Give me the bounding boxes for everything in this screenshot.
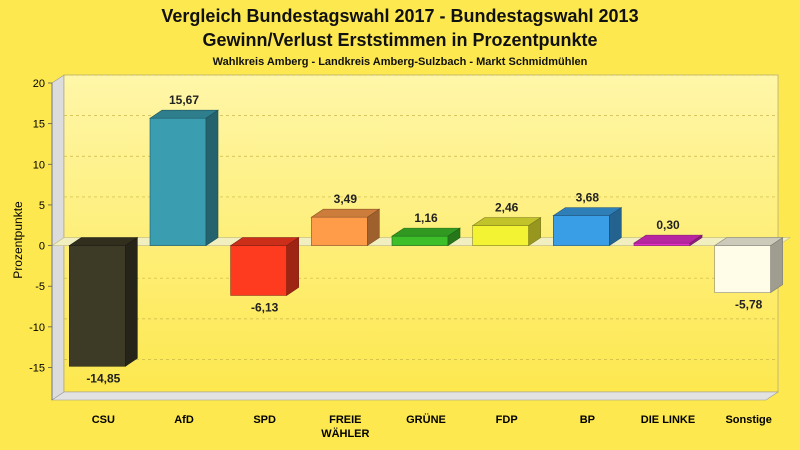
x-tick-label: FDP [496, 414, 518, 426]
y-tick-label: 5 [39, 200, 45, 212]
data-label: -14,85 [86, 371, 120, 385]
data-label: 15,67 [169, 93, 199, 107]
bar[interactable] [714, 245, 771, 293]
x-tick-label: GRÜNE [406, 413, 446, 426]
bar[interactable] [472, 225, 529, 246]
data-label: 3,68 [576, 191, 600, 205]
data-label: -6,13 [251, 300, 279, 314]
bar-side-face [689, 234, 703, 247]
bar[interactable] [230, 245, 287, 296]
bar-side-face [367, 208, 380, 247]
bar-side-face [447, 227, 461, 247]
bar-side-face [528, 217, 541, 247]
bar[interactable] [149, 117, 207, 246]
bar[interactable] [69, 245, 126, 367]
data-label: 1,16 [414, 211, 438, 225]
y-tick-label: -10 [29, 322, 45, 334]
bar[interactable] [633, 242, 691, 246]
x-tick-label: AfD [174, 414, 194, 426]
bar-side-face [125, 237, 138, 367]
bar-side-face [286, 237, 299, 296]
data-label: -5,78 [735, 298, 763, 312]
x-tick-label: Sonstige [725, 414, 771, 426]
bar[interactable] [553, 215, 610, 246]
y-tick-label: -5 [35, 281, 45, 293]
chart-title: Vergleich Bundestagswahl 2017 - Bundesta… [161, 6, 638, 26]
bar[interactable] [311, 216, 368, 246]
bar-side-face [609, 207, 622, 247]
floor [51, 391, 779, 401]
chart-subtitle: Wahlkreis Amberg - Landkreis Amberg-Sulz… [213, 56, 588, 68]
y-tick-label: 20 [33, 78, 45, 90]
y-tick-label: 15 [33, 119, 45, 131]
y-tick-label: 10 [33, 159, 45, 171]
bar[interactable] [391, 235, 449, 246]
bar-side-face [205, 109, 219, 247]
y-tick-label: -15 [29, 362, 45, 374]
chart-title-line2: Gewinn/Verlust Erststimmen in Prozentpun… [202, 30, 597, 50]
left-wall [51, 74, 65, 401]
data-label: 3,49 [334, 192, 358, 206]
x-tick-label: SPD [253, 414, 276, 426]
y-tick-label: 0 [39, 241, 45, 253]
x-tick-label: FREIE WÄHLER [321, 414, 369, 440]
x-tick-label: CSU [92, 414, 115, 426]
x-tick-label: BP [580, 414, 595, 426]
x-tick-label: DIE LINKE [641, 414, 695, 426]
data-label: 2,46 [495, 201, 519, 215]
data-label: 0,30 [656, 218, 680, 232]
bar-side-face [770, 237, 783, 294]
y-axis-label: Prozentpunkte [11, 201, 25, 279]
